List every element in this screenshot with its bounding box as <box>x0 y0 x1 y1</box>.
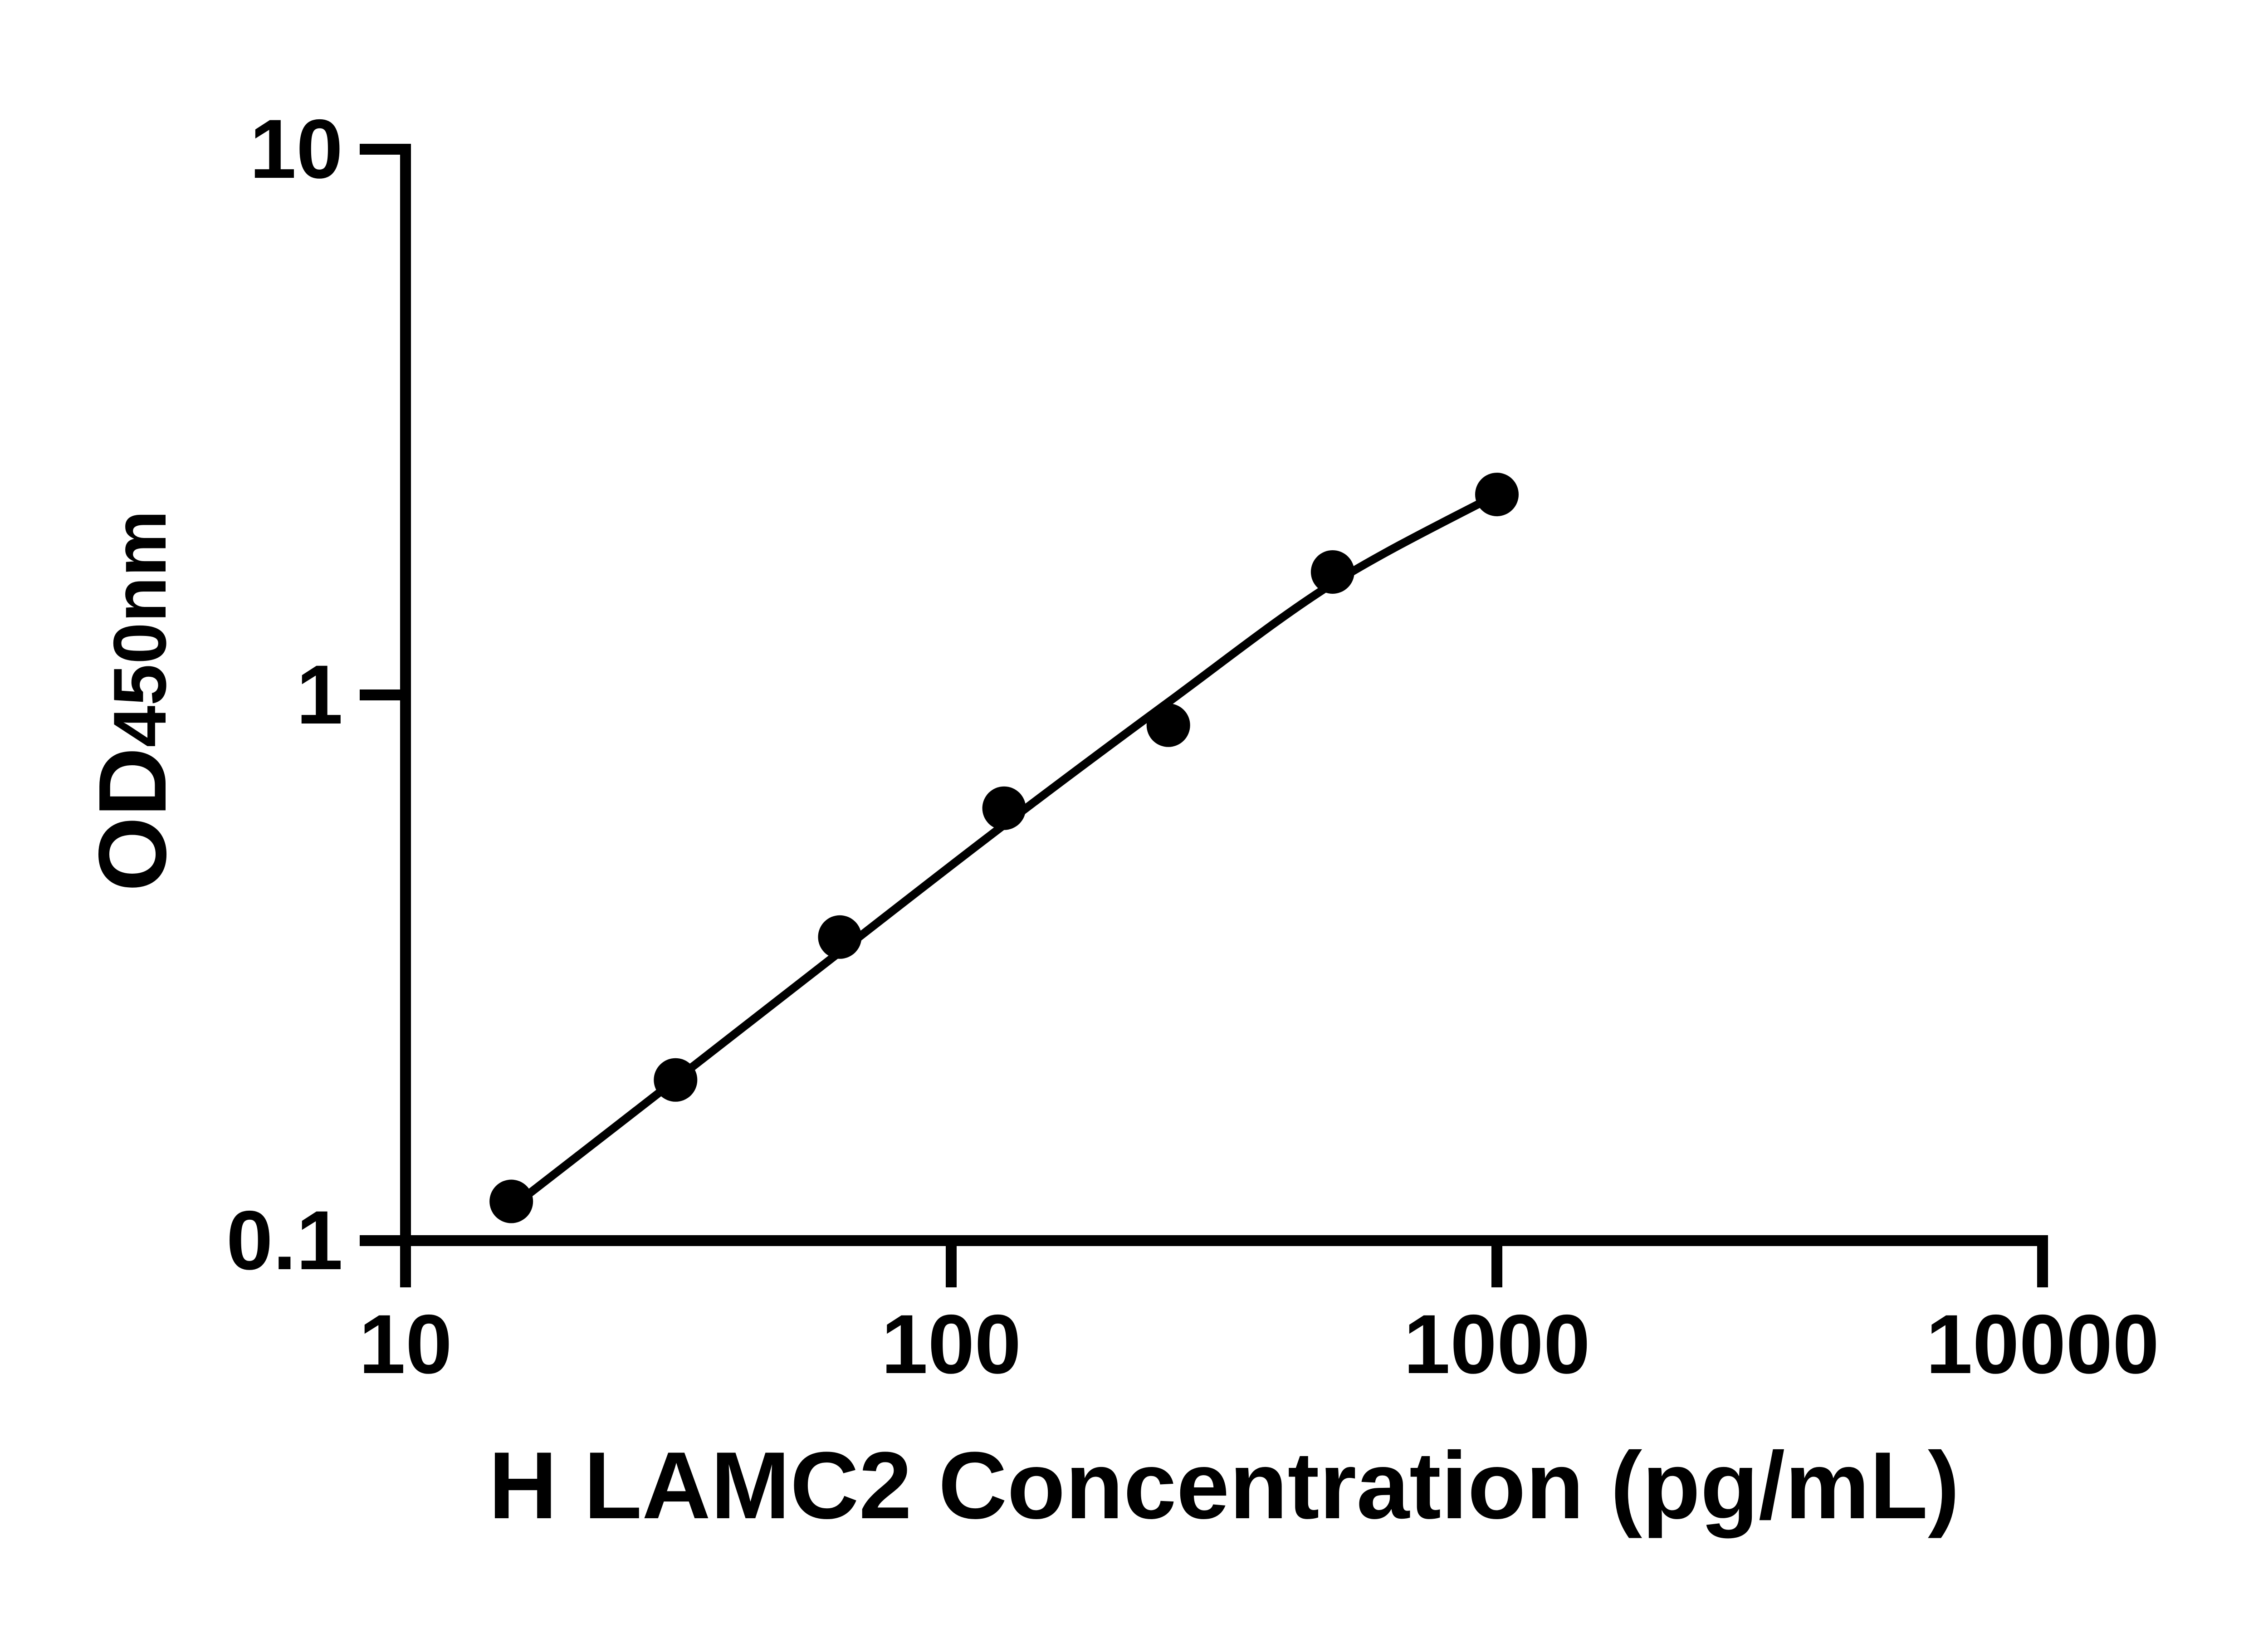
data-point <box>1146 703 1190 747</box>
y-tick-label: 0.1 <box>226 1194 343 1287</box>
x-tick-label: 100 <box>881 1298 1022 1391</box>
data-point <box>1475 473 1519 517</box>
x-axis-title: H LAMC2 Concentration (pg/mL) <box>488 1432 1960 1539</box>
y-axis-title-subscript: 450nm <box>98 510 181 748</box>
y-axis-title: OD450nm <box>77 510 195 892</box>
data-point <box>818 915 862 959</box>
data-point <box>1310 550 1354 594</box>
standard-curve-line <box>508 491 1499 1211</box>
data-point <box>489 1179 533 1223</box>
y-tick-label: 1 <box>296 648 343 742</box>
y-axis-title-main: OD <box>78 747 186 892</box>
y-tick-label: 10 <box>249 103 343 196</box>
x-tick-label: 10 <box>359 1298 452 1391</box>
data-point <box>654 1058 698 1102</box>
data-point <box>982 786 1026 830</box>
x-tick-label: 10000 <box>1926 1298 2160 1391</box>
x-tick-label: 1000 <box>1403 1298 1590 1391</box>
